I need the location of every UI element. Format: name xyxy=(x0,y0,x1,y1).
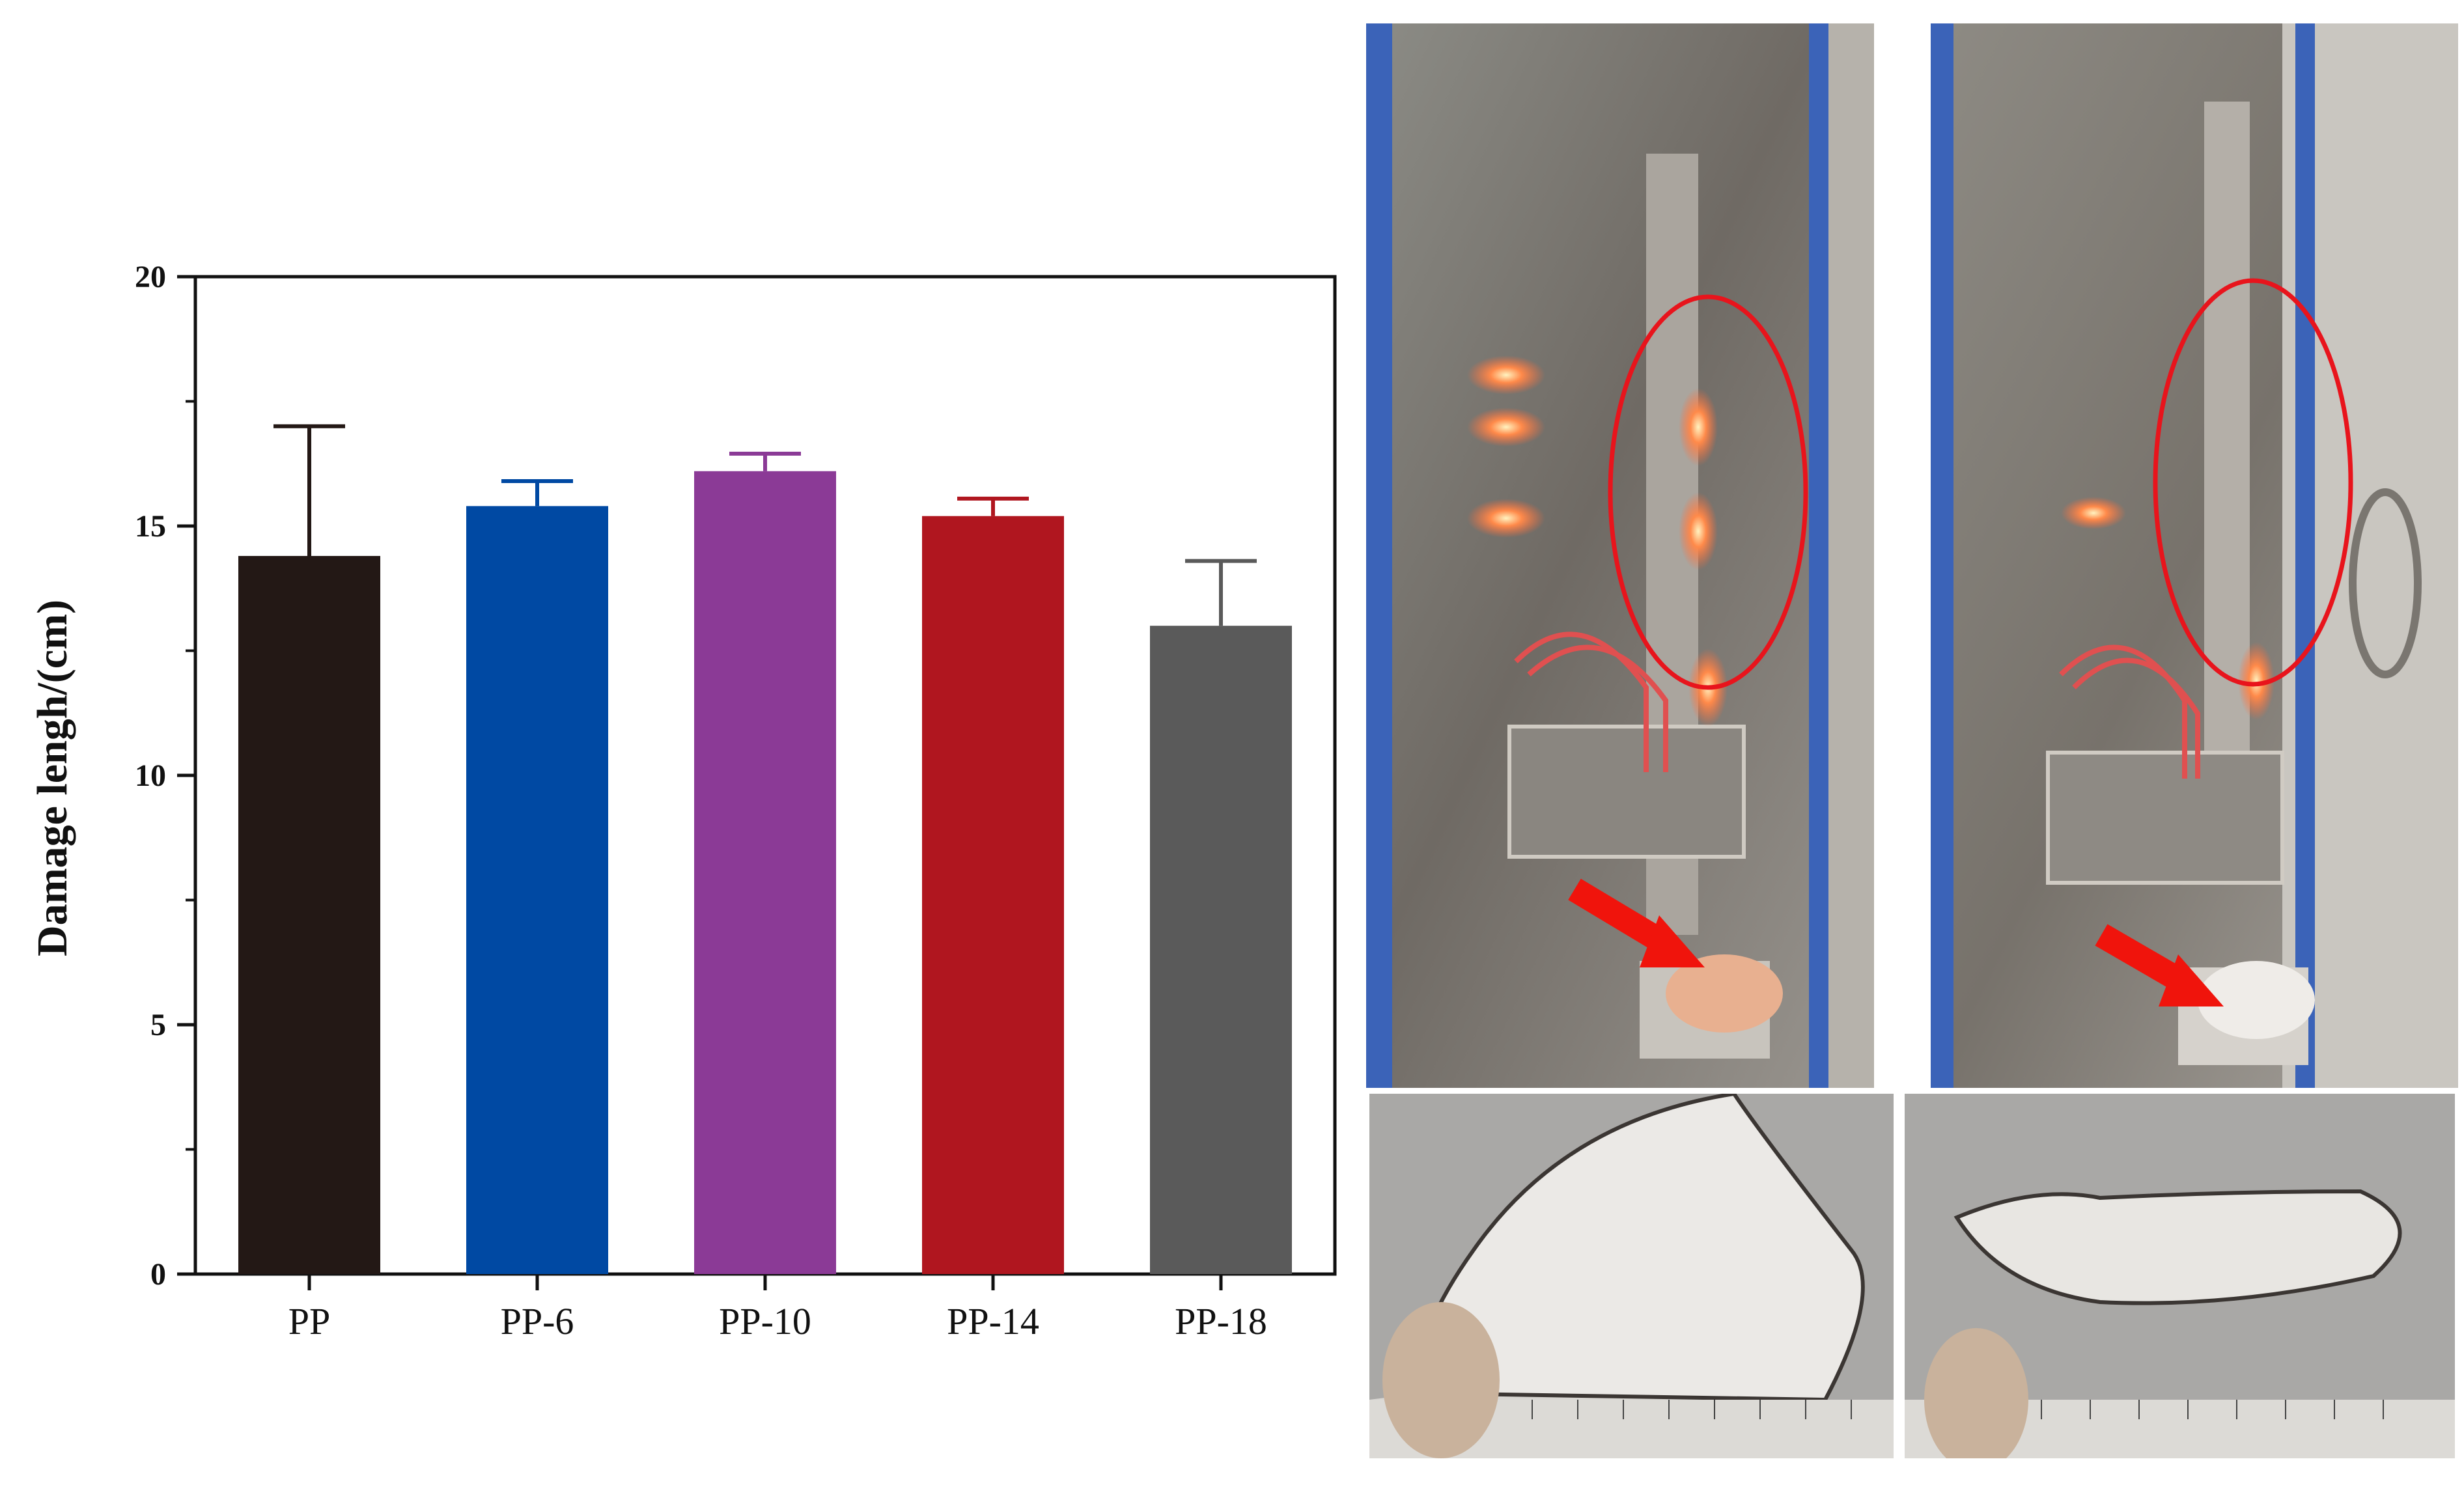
flame-test-photo-right xyxy=(1931,23,2458,1088)
bar xyxy=(922,516,1064,1275)
x-tick-label: PP-18 xyxy=(1175,1300,1267,1342)
x-tick-label: PP-10 xyxy=(719,1300,811,1342)
y-tick-label: 20 xyxy=(135,260,166,294)
bar xyxy=(694,471,836,1274)
x-tick-label: PP-14 xyxy=(947,1300,1039,1342)
bar xyxy=(238,555,380,1275)
burned-sample-photo-left xyxy=(1369,1094,1894,1458)
y-tick-label: 10 xyxy=(135,758,166,793)
bar xyxy=(466,506,608,1274)
y-axis-title: Damage lengh/(cm) xyxy=(29,600,76,956)
plot-area: 0 5 10 15 20 PP PP-6 PP-10 PP-14 PP-18 xyxy=(135,260,1337,1342)
burned-sample-photo-right xyxy=(1905,1094,2455,1458)
y-tick-label: 0 xyxy=(150,1257,166,1292)
x-tick-label: PP xyxy=(288,1300,331,1342)
bar xyxy=(1150,626,1292,1274)
y-tick-label: 15 xyxy=(135,509,166,544)
flame-test-photo-left xyxy=(1366,23,1874,1088)
y-tick-label: 5 xyxy=(150,1008,166,1042)
x-tick-label: PP-6 xyxy=(501,1300,574,1342)
